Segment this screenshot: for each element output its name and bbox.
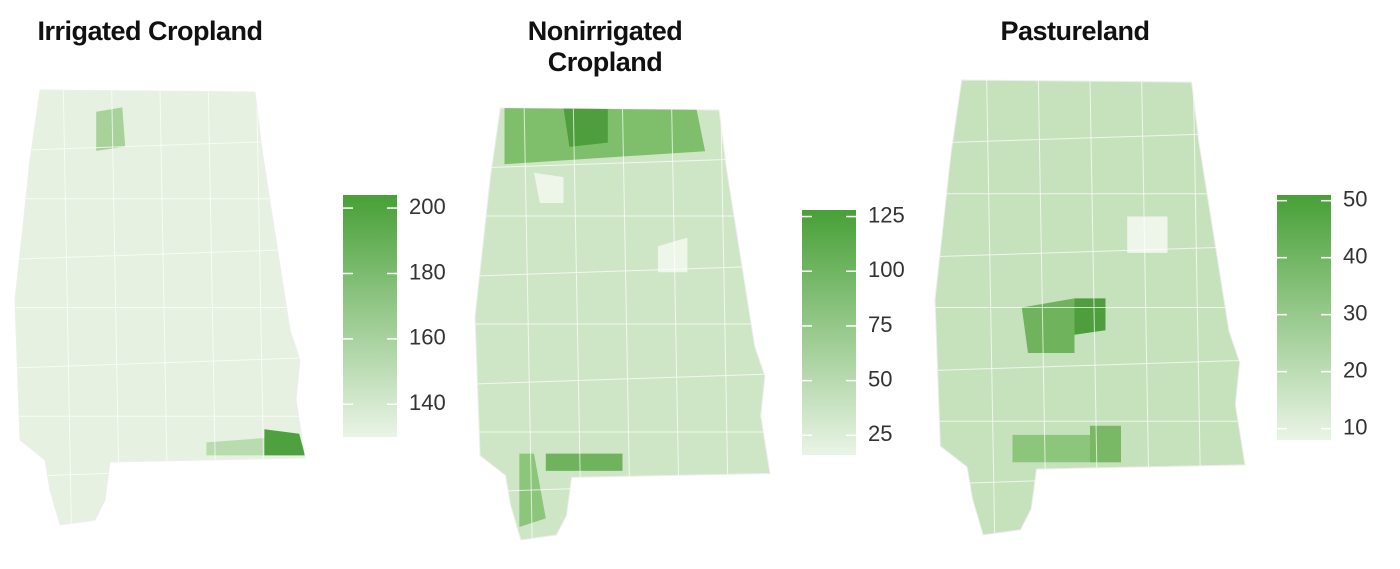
colorbar (802, 210, 856, 455)
county-border (935, 359, 1245, 371)
map-title: Irrigated Cropland (37, 16, 263, 46)
county-border (207, 90, 217, 525)
tick-label: 140 (409, 390, 446, 415)
county-border (1141, 80, 1151, 535)
tick-label: 10 (1343, 414, 1367, 439)
county (264, 429, 305, 456)
county-border (159, 90, 169, 525)
counties (935, 80, 1245, 535)
county (1021, 298, 1075, 353)
colorbar (1277, 195, 1331, 440)
county-border (935, 132, 1245, 144)
county-border (1192, 80, 1202, 535)
county-border (475, 373, 770, 385)
tick-label: 125 (868, 202, 905, 227)
counties (15, 90, 305, 525)
tick-label: 180 (409, 259, 446, 284)
county-border (1089, 80, 1099, 535)
county-border (111, 90, 121, 525)
county-border (986, 80, 996, 535)
tick-label: 160 (409, 325, 446, 350)
county (545, 453, 623, 471)
map-title: Pastureland (1000, 16, 1150, 46)
county (1127, 216, 1168, 253)
county-border (523, 108, 533, 540)
tick-label: 75 (868, 312, 892, 337)
tick-label: 100 (868, 257, 905, 282)
county (1074, 298, 1106, 335)
tick-label: 25 (868, 421, 892, 446)
county (657, 237, 688, 273)
tick-label: 30 (1343, 300, 1367, 325)
county-border (475, 157, 770, 169)
county (563, 108, 608, 147)
county-border (62, 90, 72, 525)
county-border (15, 357, 305, 369)
county-border (622, 108, 631, 540)
county (1090, 425, 1121, 463)
county-border (572, 108, 582, 540)
county-border (935, 246, 1245, 258)
colorbar (343, 195, 397, 437)
tick-label: 50 (868, 366, 892, 391)
county-border (15, 248, 305, 260)
tick-label: 20 (1343, 357, 1367, 382)
county-border (15, 139, 305, 151)
county-border (1037, 80, 1047, 535)
county-border (256, 90, 266, 525)
county (206, 438, 265, 456)
county-border (720, 108, 730, 540)
county-border (475, 265, 770, 277)
county-border (671, 108, 681, 540)
county (96, 107, 126, 151)
county (534, 172, 564, 203)
tick-label: 200 (409, 194, 446, 219)
tick-label: 40 (1343, 243, 1367, 268)
tick-label: 50 (1343, 187, 1367, 212)
map-title: Nonirrigated Cropland (527, 16, 683, 77)
